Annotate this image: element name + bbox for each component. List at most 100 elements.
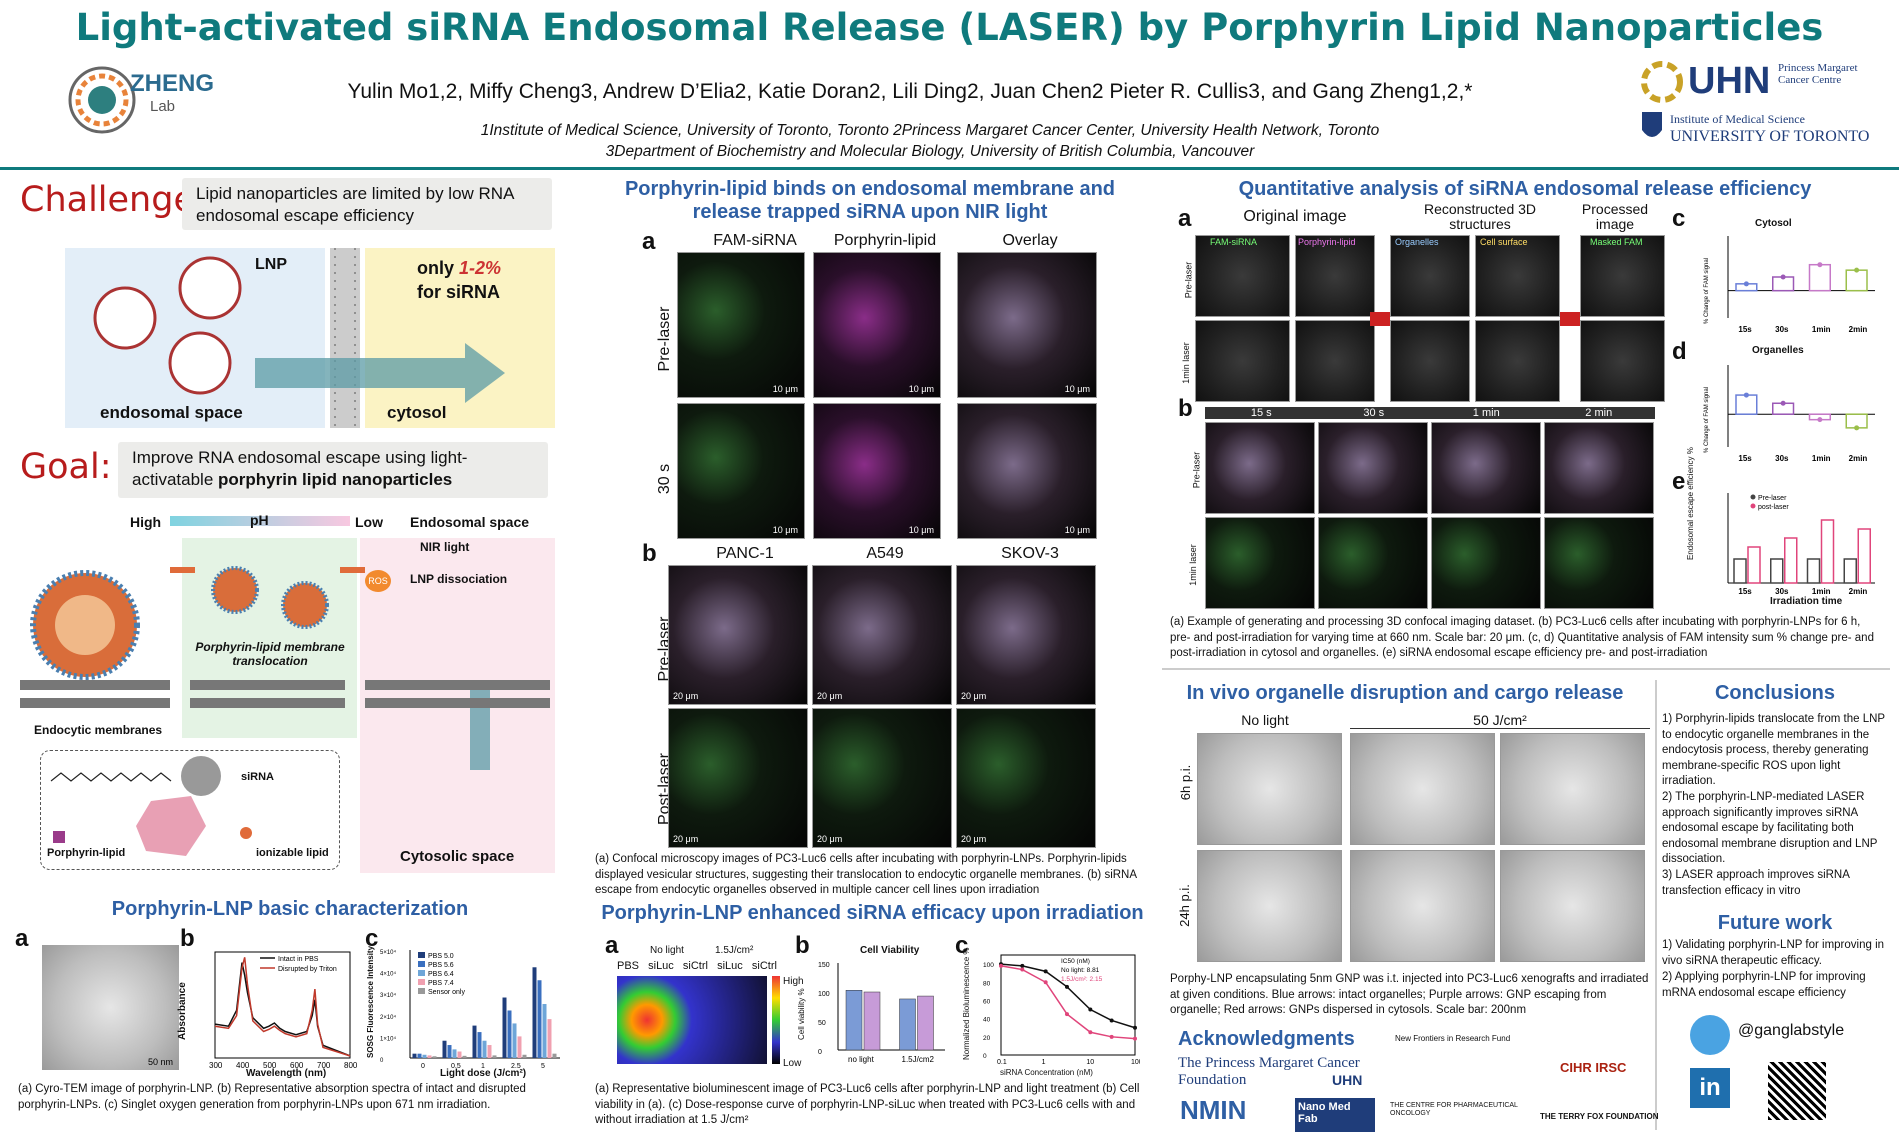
e-bar-1-1 xyxy=(1784,537,1798,584)
authors: Yulin Mo1,2, Miffy Cheng3, Andrew D’Elia… xyxy=(347,80,1473,103)
abs-xtick-1: 400 xyxy=(236,1061,250,1070)
uoft-logo: Institute of Medical Science UNIVERSITY … xyxy=(1640,110,1890,160)
char-c: c xyxy=(365,925,379,952)
dr-ytick-4: 20 xyxy=(983,1035,991,1042)
viability-chart: no light 1.5J/cm2 150 100 50 0 xyxy=(818,962,945,1064)
sosg-ytick-2: 3×10⁴ xyxy=(380,992,397,999)
dr-point-1-1 xyxy=(1020,967,1025,972)
lab-logo-icon xyxy=(68,66,136,134)
conc-2: 2) The porphyrin-LNP-mediated LASER appr… xyxy=(1662,791,1878,866)
dr-ytick-0: 100 xyxy=(983,962,994,969)
linkedin-icon[interactable]: in xyxy=(1690,1068,1730,1108)
ros-icon: ROS xyxy=(365,570,391,592)
sosg-legend-swatch-2 xyxy=(418,970,425,976)
mid-title: Porphyrin-lipid binds on endosomal membr… xyxy=(624,178,1116,223)
micro-panc-post: 20 μm xyxy=(668,708,808,848)
dr-point-1-2 xyxy=(1043,980,1048,985)
twitter-icon[interactable] xyxy=(1690,1015,1730,1055)
sosg-legend-swatch-3 xyxy=(418,979,425,985)
ims-text: Institute of Medical Science xyxy=(1670,112,1805,126)
tag-fam: FAM-siRNA xyxy=(1210,237,1257,247)
dr-point-0-5 xyxy=(1109,1018,1114,1023)
tl-pre-15s xyxy=(1205,422,1315,514)
cryo-tem-image: 50 nm xyxy=(42,945,179,1070)
time-30s: 30 s xyxy=(1317,407,1430,419)
sosg-xtick-0: 0 xyxy=(421,1063,425,1070)
mid-caption: (a) Confocal microscopy images of PC3-Lu… xyxy=(595,853,1137,897)
sosg-bar-0-3 xyxy=(502,997,507,1058)
sosg-ytick-5: 0 xyxy=(380,1058,384,1064)
char-caption: (a) Cyro-TEM image of porphyrin-LNP. (b)… xyxy=(18,1083,526,1111)
qr-code[interactable] xyxy=(1768,1062,1826,1120)
dr-legend-0: IC50 (nM) xyxy=(1061,958,1090,965)
iv-nolight: No light xyxy=(1241,712,1289,728)
dr-ytick-2: 60 xyxy=(983,998,991,1005)
char-b: b xyxy=(180,925,195,952)
cytosol-title: Cytosol xyxy=(1755,218,1792,229)
dr-xlabel: siRNA Concentration (nM) xyxy=(1000,1068,1093,1077)
scale-b1: 20 μm xyxy=(673,691,699,701)
ack-cihr: CIHR IRSC xyxy=(1560,1060,1627,1075)
endocytic-label: Endocytic membranes xyxy=(34,723,163,737)
cv-title: Cell Viability xyxy=(860,945,920,956)
sosg-ytick-3: 2×10⁴ xyxy=(380,1014,397,1021)
abs-xlabel: Wavelength (nm) xyxy=(246,1068,327,1079)
dr-point-0-1 xyxy=(1020,963,1025,968)
mid-b: b xyxy=(642,540,657,567)
time-2min: 2 min xyxy=(1542,407,1655,419)
twitter-handle[interactable]: @ganglabstyle xyxy=(1738,1022,1845,1039)
e-xtick-2: 1min xyxy=(1812,587,1831,596)
qa-orig-porph-pre xyxy=(1295,235,1375,317)
e-ylabel: Endosomal escape efficiency % xyxy=(1686,447,1695,560)
abs-xtick-4: 700 xyxy=(317,1061,331,1070)
eff-a: a xyxy=(605,932,619,959)
future-title: Future work xyxy=(1717,912,1833,934)
sosg-ytick-4: 1×10⁴ xyxy=(380,1035,397,1042)
conc-title: Conclusions xyxy=(1714,682,1835,704)
sosg-bar-0-2 xyxy=(472,1025,477,1058)
tl-post-30s xyxy=(1318,517,1428,609)
lab-text: Lab xyxy=(150,98,176,115)
cytosol-label: cytosol xyxy=(387,403,447,422)
tem-24h-dose-2 xyxy=(1500,850,1645,962)
bio-dose: 1.5J/cm² xyxy=(715,945,754,956)
micro-a549-post: 20 μm xyxy=(812,708,952,848)
tl-row-pre: Pre-laser xyxy=(1191,451,1202,489)
lnp-diss-label: LNP dissociation xyxy=(410,572,508,586)
dr-point-0-6 xyxy=(1133,1025,1137,1030)
time-15s: 15 s xyxy=(1205,407,1318,419)
time-labels: 15 s 30 s 1 min 2 min xyxy=(1205,407,1655,419)
abs-legend-0: Intact in PBS xyxy=(278,956,319,963)
cyto-point-0 xyxy=(1743,281,1749,287)
ack-pm: The Princess Margaret Cancer Foundation xyxy=(1178,1055,1360,1088)
qa-orig-fam-laser xyxy=(1195,320,1290,402)
eff-caption: (a) Representative bioluminescent image … xyxy=(595,1083,1140,1127)
tl-post-2min xyxy=(1544,517,1654,609)
dr-legend-1: No light: 8.81 xyxy=(1061,967,1100,974)
sosg-xlabel: Light dose (J/cm²) xyxy=(440,1068,527,1079)
sosg-bar-0-1 xyxy=(442,1040,447,1058)
abs-series-1 xyxy=(214,957,351,1057)
tem-scale: 50 nm xyxy=(147,1057,173,1067)
dr-point-1-3 xyxy=(1064,1012,1069,1017)
cv-ytick-2: 50 xyxy=(818,1020,826,1027)
abs-ylabel: Absorbance xyxy=(177,982,188,1040)
row-prelaser: Pre-laser xyxy=(656,306,673,372)
affiliation-2: 3Department of Biochemistry and Molecula… xyxy=(605,143,1255,160)
qa-masked-pre xyxy=(1580,235,1665,317)
recon-label: Reconstructed 3D structures xyxy=(1423,201,1537,233)
cv-xtick-0: no light xyxy=(848,1055,875,1064)
e-bar-1-3 xyxy=(1857,528,1871,584)
scale-4: 10 μm xyxy=(772,525,798,535)
abs-xtick-5: 800 xyxy=(344,1061,358,1070)
dr-xtick-2: 10 xyxy=(1086,1059,1094,1066)
lnp-particles xyxy=(30,566,490,770)
col-panc: PANC-1 xyxy=(716,545,774,562)
qa-orig-fam-pre xyxy=(1195,235,1290,317)
scale-b2: 20 μm xyxy=(817,691,843,701)
e-bar-1-2 xyxy=(1820,519,1835,584)
scale-5: 10 μm xyxy=(908,525,934,535)
right-c: c xyxy=(1672,205,1686,232)
ack-terryfox: THE TERRY FOX FOUNDATION xyxy=(1540,1112,1659,1121)
arrow-1-icon xyxy=(1370,312,1390,326)
